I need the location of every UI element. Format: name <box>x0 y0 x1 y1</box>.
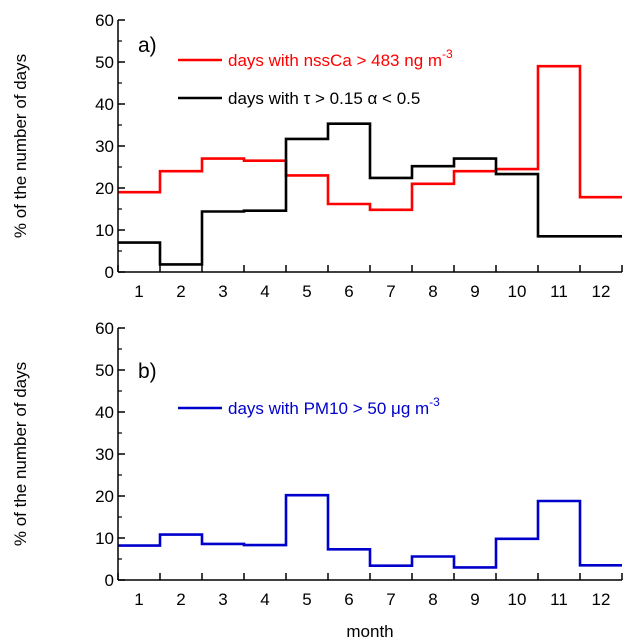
y-tick-label: 10 <box>95 529 114 548</box>
x-tick-label: 11 <box>550 282 568 301</box>
y-tick-label: 60 <box>95 11 114 30</box>
y-tick-label: 20 <box>95 179 114 198</box>
x-tick-label: 2 <box>176 282 185 301</box>
series-line-2 <box>118 122 622 266</box>
y-tick-label: 40 <box>95 403 114 422</box>
series-line-1 <box>118 64 622 212</box>
x-tick-label: 11 <box>550 590 568 609</box>
y-tick-label: 50 <box>95 53 114 72</box>
x-tick-label: 12 <box>592 590 611 609</box>
x-tick-label: 10 <box>508 282 527 301</box>
y-tick-label: 10 <box>95 221 114 240</box>
x-tick-label: 4 <box>260 590 269 609</box>
legend-entry-1: days with nssCa > 483 ng m-3 <box>228 47 453 70</box>
x-tick-label: 7 <box>386 282 395 301</box>
x-tick-label: 1 <box>134 282 143 301</box>
y-tick-label: 60 <box>95 319 114 338</box>
series-line-1 <box>118 493 622 569</box>
x-tick-label: 3 <box>218 590 227 609</box>
y-tick-label: 0 <box>105 263 114 282</box>
x-tick-label: 10 <box>508 590 527 609</box>
x-tick-label: 9 <box>470 590 479 609</box>
x-tick-label: 3 <box>218 282 227 301</box>
x-tick-label: 1 <box>134 590 143 609</box>
x-tick-label: 8 <box>428 590 437 609</box>
x-tick-label: 8 <box>428 282 437 301</box>
y-tick-label: 30 <box>95 445 114 464</box>
x-tick-label: 5 <box>302 590 311 609</box>
panel-label: b) <box>138 360 157 383</box>
y-tick-label: 50 <box>95 361 114 380</box>
panel-label: a) <box>138 34 157 57</box>
y-tick-label: 0 <box>105 571 114 590</box>
x-tick-label: 6 <box>344 590 353 609</box>
x-tick-label: 5 <box>302 282 311 301</box>
y-axis-label: % of the number of days <box>11 362 30 546</box>
y-tick-label: 20 <box>95 487 114 506</box>
x-axis-label: month <box>346 622 393 641</box>
x-tick-label: 12 <box>592 282 611 301</box>
y-tick-label: 40 <box>95 95 114 114</box>
y-axis-label: % of the number of days <box>11 54 30 238</box>
y-tick-label: 30 <box>95 137 114 156</box>
legend-entry-1: days with PM10 > 50 μg m-3 <box>228 395 440 418</box>
x-tick-label: 2 <box>176 590 185 609</box>
x-tick-label: 7 <box>386 590 395 609</box>
x-tick-label: 9 <box>470 282 479 301</box>
legend-entry-2: days with τ > 0.15 α < 0.5 <box>228 89 420 108</box>
x-tick-label: 6 <box>344 282 353 301</box>
x-tick-label: 4 <box>260 282 269 301</box>
